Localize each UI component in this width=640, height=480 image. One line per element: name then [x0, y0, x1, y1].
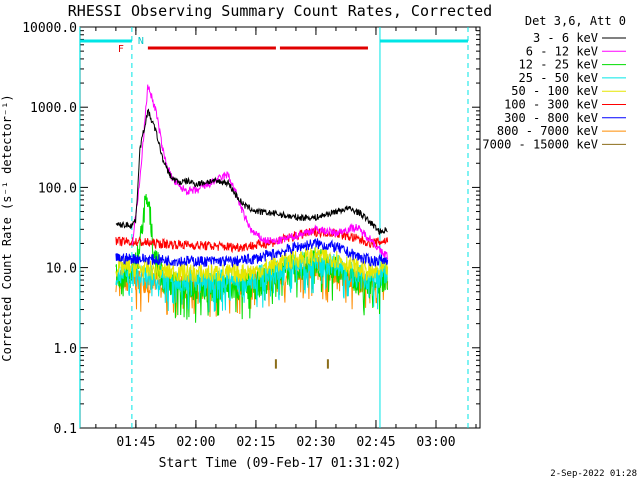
- legend-header: Det 3,6, Att 0: [525, 14, 626, 28]
- y-axis-label: Corrected Count Rate (s⁻¹ detector⁻¹): [0, 94, 14, 361]
- x-tick-label: 01:45: [116, 435, 155, 450]
- flare-flag-label: F: [118, 44, 124, 55]
- series-line-8: [274, 359, 329, 369]
- legend-label: 6 - 12 keV: [526, 44, 598, 58]
- legend-label: 25 - 50 keV: [519, 71, 598, 85]
- plot-area: 0.1 1.0 10.0 100.0 1000.0 10000.0 01:45 02:00 02…: [22, 21, 481, 450]
- x-tick-label: 02:00: [176, 435, 215, 450]
- series-line-5: [115, 227, 389, 254]
- y-tick-label: 100.0: [38, 181, 77, 196]
- x-tick-label: 03:00: [416, 435, 455, 450]
- x-tick-label: 02:45: [356, 435, 395, 450]
- legend-label: 7000 - 15000 keV: [482, 137, 598, 151]
- x-tick-label: 02:15: [236, 435, 275, 450]
- y-tick-label: 0.1: [54, 422, 77, 437]
- legend-label: 12 - 25 keV: [519, 58, 598, 72]
- series-line-0: [115, 108, 388, 236]
- footer-timestamp: 2-Sep-2022 01:28: [550, 469, 637, 479]
- y-tick-label: 1000.0: [30, 101, 77, 116]
- legend-label: 50 - 100 keV: [511, 84, 598, 98]
- chart-title: RHESSI Observing Summary Count Rates, Co…: [68, 2, 492, 20]
- x-axis-label: Start Time (09-Feb-17 01:31:02): [159, 456, 402, 471]
- legend-label: 100 - 300 keV: [504, 98, 598, 112]
- legend-label: 3 - 6 keV: [533, 31, 598, 45]
- y-tick-label: 10000.0: [22, 21, 77, 36]
- legend-label: 300 - 800 keV: [504, 111, 598, 125]
- x-tick-label: 02:30: [296, 435, 335, 450]
- night-flag-label: N: [138, 36, 144, 47]
- series-line-1: [131, 84, 389, 260]
- series-line-6: [115, 238, 389, 268]
- plot-frame: [79, 26, 481, 429]
- series-line-4: [115, 246, 389, 283]
- legend-label: 800 - 7000 keV: [497, 124, 598, 138]
- y-tick-label: 1.0: [54, 342, 77, 357]
- y-tick-label: 10.0: [46, 262, 77, 277]
